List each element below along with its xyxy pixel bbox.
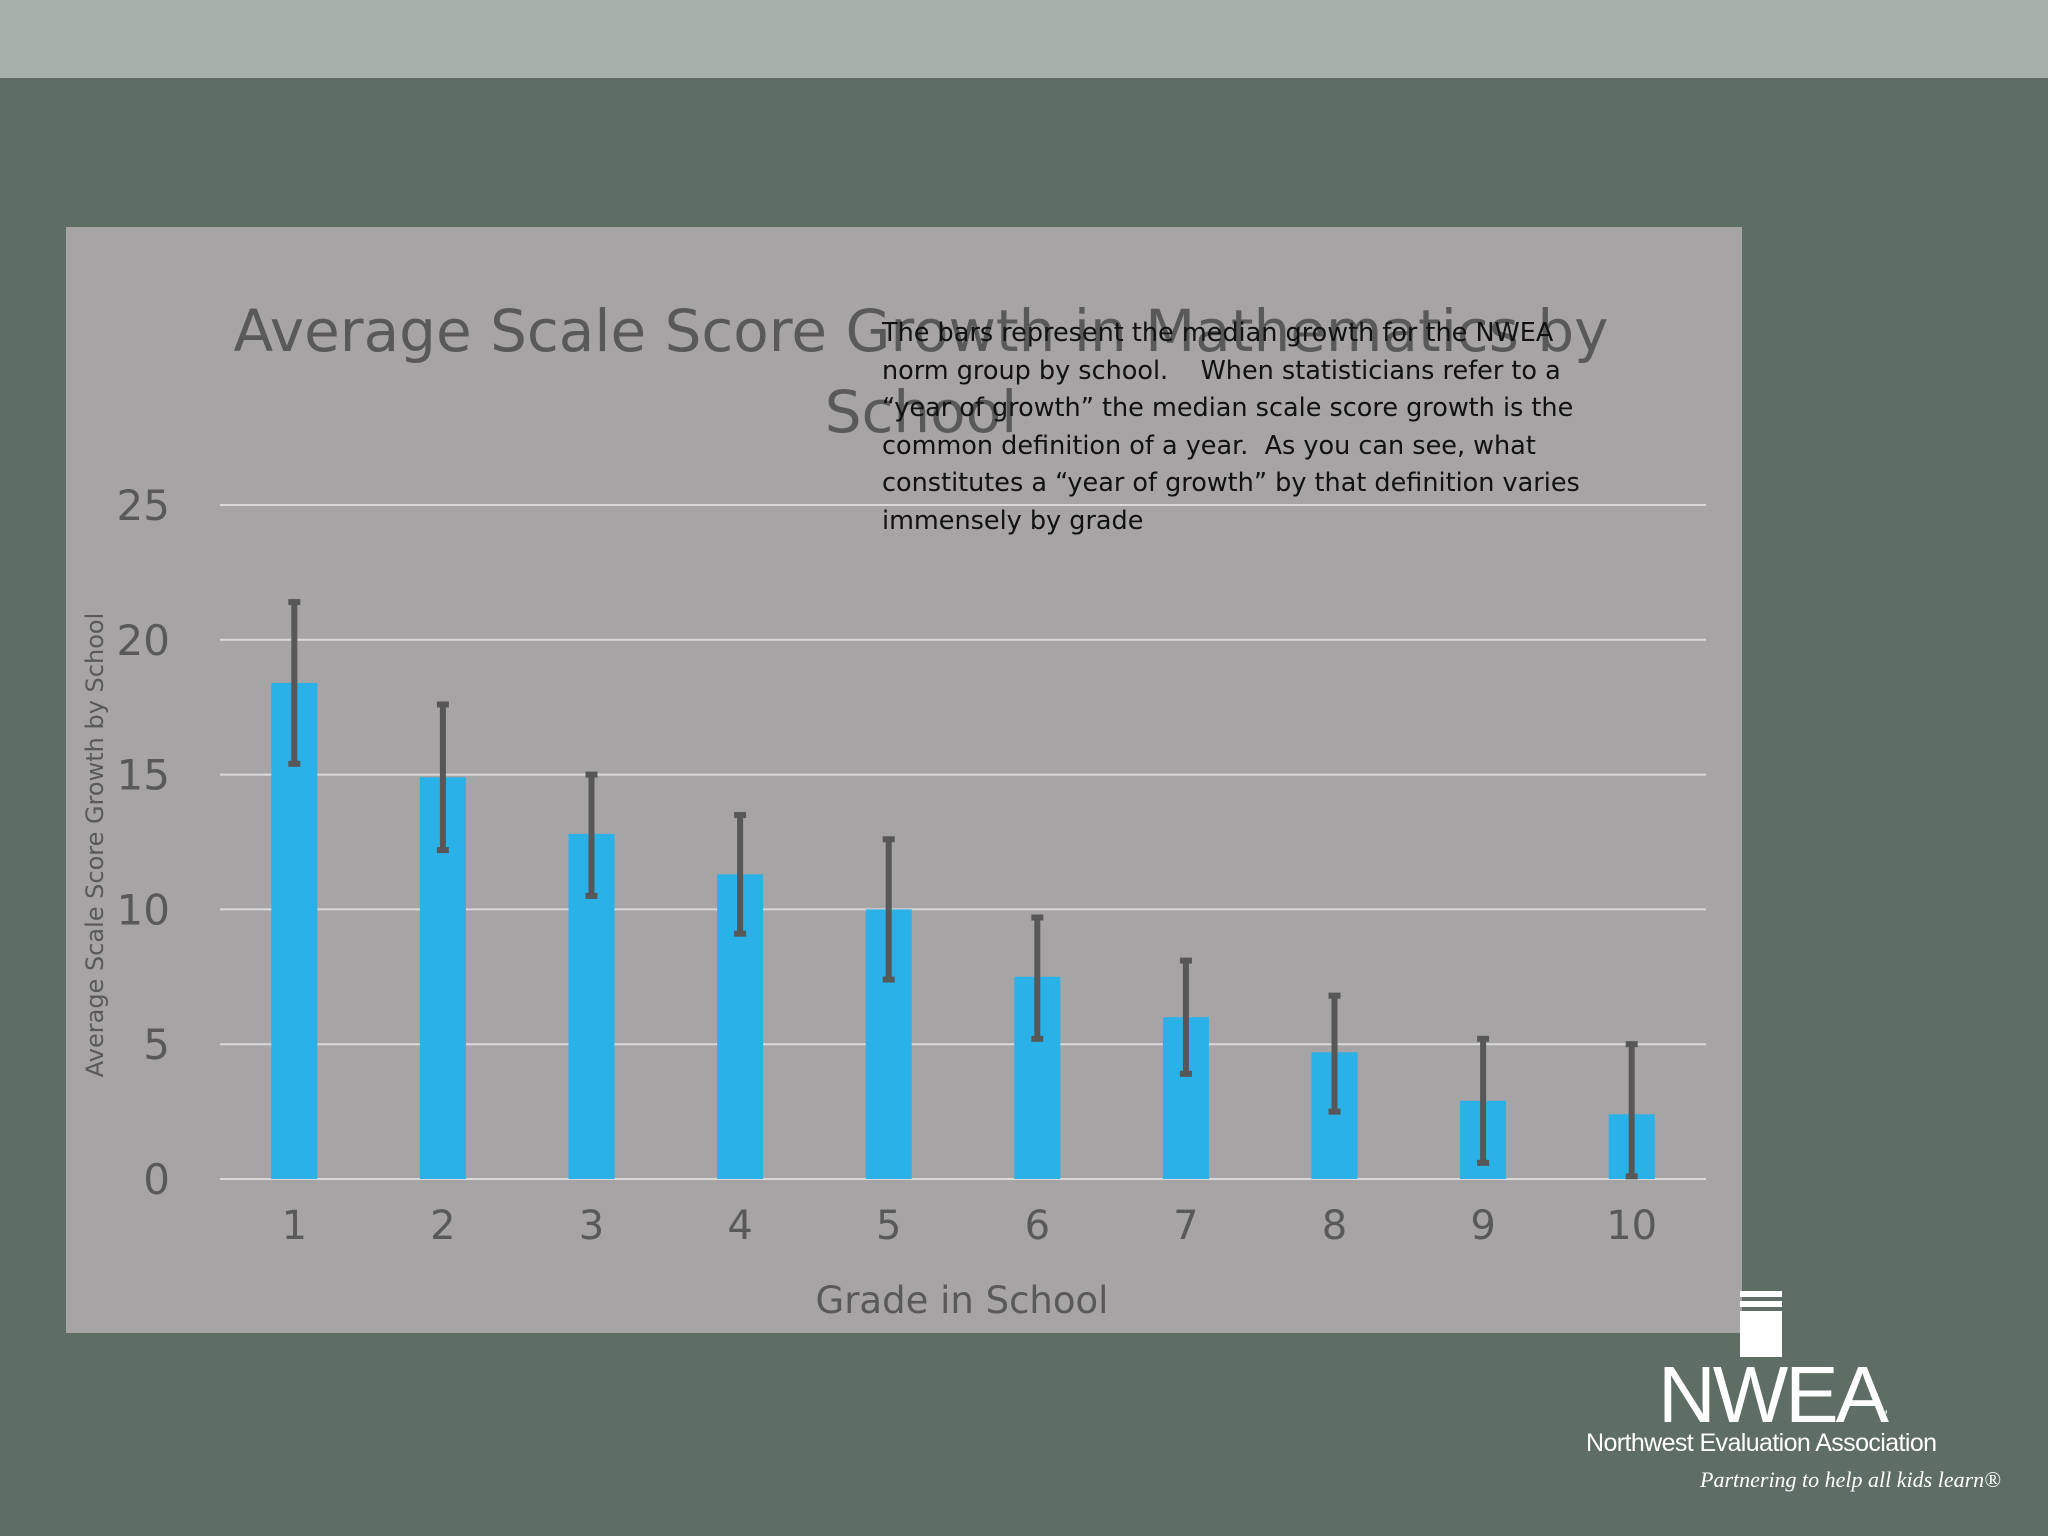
- x-tick-label: 1: [282, 1203, 307, 1249]
- logo-organization: Northwest Evaluation Association: [1586, 1429, 1937, 1457]
- x-tick-label: 2: [430, 1203, 455, 1249]
- chart-title-line-2: School: [825, 378, 1018, 446]
- x-axis-ticks: 1 2 3 4 5 6 7 8 9 10: [282, 1203, 1658, 1249]
- annotation-text: The bars represent the median growth for…: [882, 318, 1588, 536]
- x-tick-label: 3: [579, 1203, 604, 1249]
- x-tick-label: 8: [1322, 1203, 1347, 1249]
- y-axis-ticks: 0 5 10 15 20 25: [117, 481, 170, 1204]
- error-bars: [288, 599, 1638, 1180]
- y-tick-label: 25: [117, 481, 170, 530]
- nwea-logo: NWEA ™ Northwest Evaluation Association …: [1560, 1285, 2020, 1505]
- logo-wordmark: NWEA: [1658, 1350, 1889, 1439]
- logo-trademark: ™: [1878, 1409, 1888, 1420]
- gridlines: [220, 504, 1706, 1180]
- x-tick-label: 4: [727, 1203, 752, 1249]
- logo-building-icon: [1740, 1291, 1782, 1357]
- x-axis-label: Grade in School: [816, 1279, 1109, 1322]
- bars: [271, 682, 1655, 1179]
- bar-chart: Average Scale Score Growth in Mathematic…: [81, 297, 1706, 1322]
- y-tick-label: 0: [143, 1155, 170, 1204]
- y-tick-label: 5: [143, 1020, 170, 1069]
- chart-card: Average Scale Score Growth in Mathematic…: [66, 227, 1742, 1333]
- y-tick-label: 20: [117, 616, 170, 665]
- x-tick-label: 7: [1173, 1203, 1198, 1249]
- x-tick-label: 6: [1025, 1203, 1050, 1249]
- x-tick-label: 5: [876, 1203, 901, 1249]
- top-banner: [0, 0, 2048, 78]
- x-tick-label: 10: [1606, 1203, 1657, 1249]
- logo-tagline: Partnering to help all kids learn®: [1700, 1467, 2001, 1492]
- y-axis-label: Average Scale Score Growth by School: [81, 613, 109, 1077]
- y-tick-label: 10: [117, 885, 170, 934]
- chart-title-line-1: Average Scale Score Growth in Mathematic…: [233, 297, 1608, 365]
- x-tick-label: 9: [1470, 1203, 1495, 1249]
- y-tick-label: 15: [117, 751, 170, 800]
